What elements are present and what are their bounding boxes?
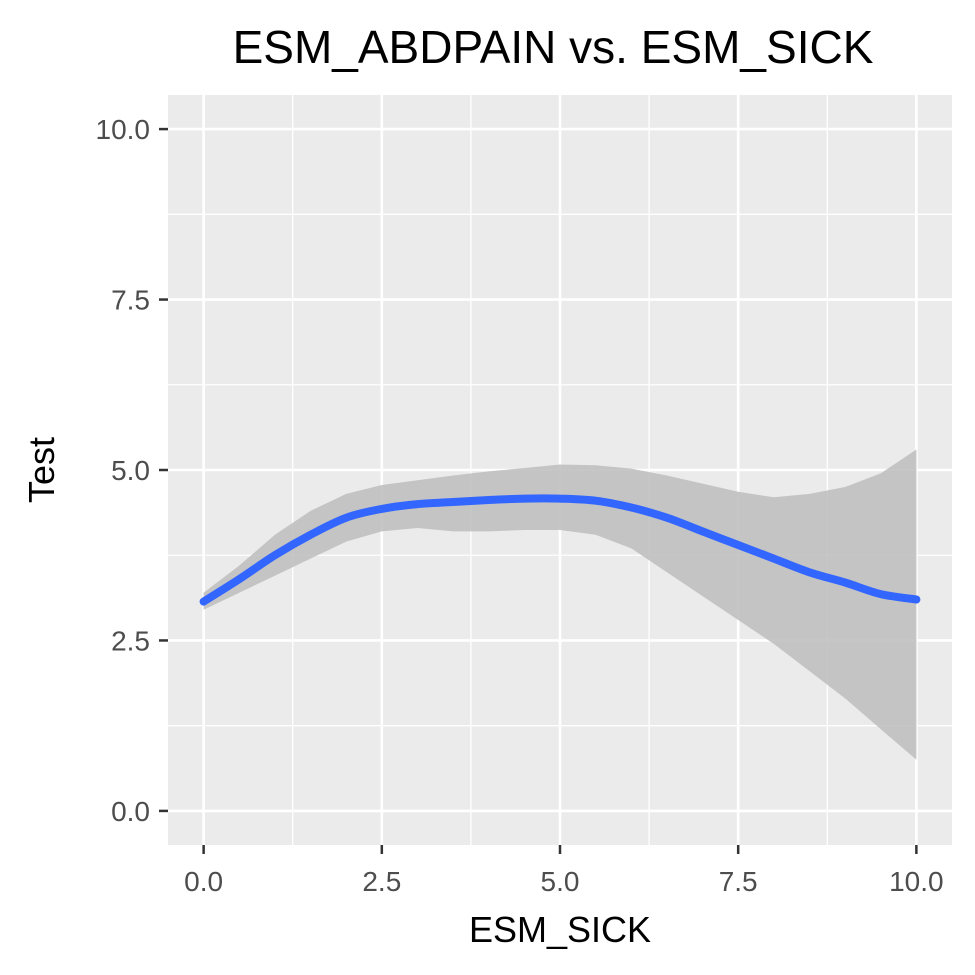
y-tick-label: 10.0 bbox=[96, 114, 151, 145]
confidence-ribbon bbox=[203, 449, 917, 760]
y-axis-ticks: 0.0 2.5 5.0 7.5 10.0 bbox=[96, 114, 168, 827]
y-tick-label: 7.5 bbox=[111, 285, 150, 316]
x-axis-ticks: 0.0 2.5 5.0 7.5 10.0 bbox=[184, 845, 944, 897]
x-tick-label: 5.0 bbox=[541, 866, 580, 897]
x-tick-label: 10.0 bbox=[889, 866, 944, 897]
x-tick-label: 7.5 bbox=[719, 866, 758, 897]
chart-title: ESM_ABDPAIN vs. ESM_SICK bbox=[233, 21, 874, 73]
smooth-line bbox=[199, 494, 921, 606]
y-tick-label: 0.0 bbox=[111, 796, 150, 827]
y-axis-title: Test bbox=[21, 437, 62, 503]
x-tick-label: 0.0 bbox=[184, 866, 223, 897]
y-tick-label: 2.5 bbox=[111, 625, 150, 656]
y-tick-label: 5.0 bbox=[111, 455, 150, 486]
x-tick-label: 2.5 bbox=[362, 866, 401, 897]
x-axis-title: ESM_SICK bbox=[469, 909, 651, 950]
